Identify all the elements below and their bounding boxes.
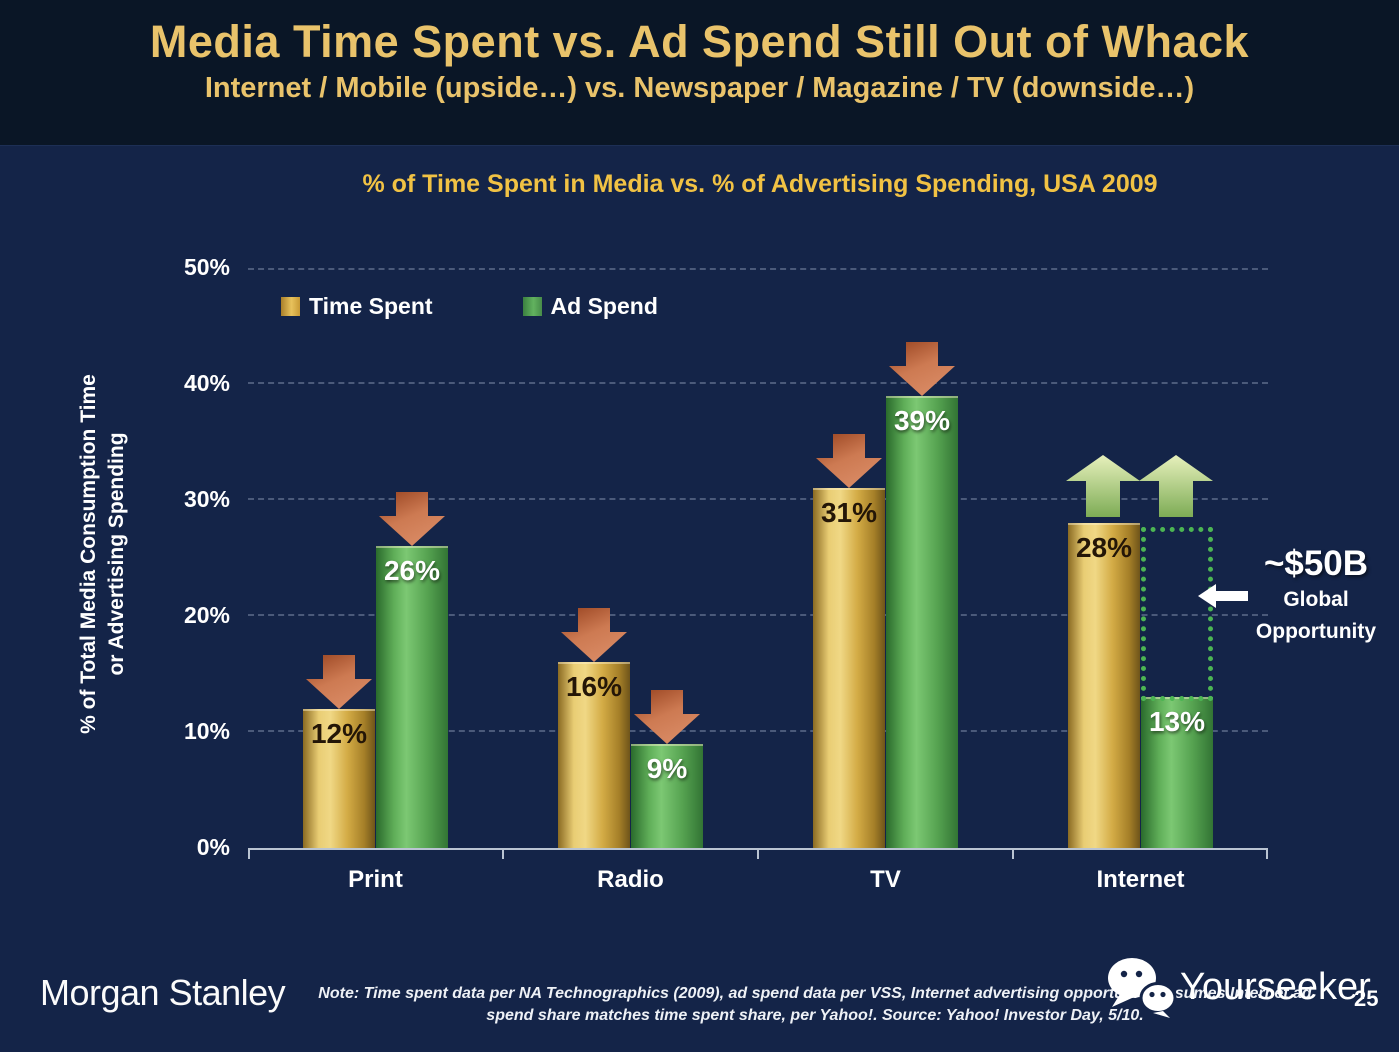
bar-value-label: 28% xyxy=(1075,532,1133,563)
bar-value-label: 31% xyxy=(820,497,878,528)
y-axis-title: % of Total Media Consumption Time or Adv… xyxy=(75,254,151,854)
left-arrow-icon xyxy=(1198,584,1248,608)
y-axis-title-line1: % of Total Media Consumption Time xyxy=(77,374,100,734)
bar-value-label: 16% xyxy=(565,671,623,702)
bar-internet-ad-spend: 13% xyxy=(1141,697,1213,848)
gridline-40 xyxy=(248,382,1268,384)
bar-print-ad-spend: 26% xyxy=(376,546,448,848)
plot-area: 12% 26% 16% 9% 31% 39% 28% 13% xyxy=(248,268,1268,859)
legend-label-ad-spend: Ad Spend xyxy=(550,293,658,319)
category-label-radio: Radio xyxy=(597,866,664,893)
up-arrow-icon xyxy=(1139,455,1213,517)
ad-spend-swatch-icon xyxy=(522,297,542,316)
chart-title: % of Time Spent in Media vs. % of Advert… xyxy=(362,170,1158,198)
y-axis-title-line2: or Advertising Spending xyxy=(105,432,129,676)
legend-label-time-spent: Time Spent xyxy=(309,293,433,319)
category-label-tv: TV xyxy=(870,866,901,893)
y-tick-50: 50% xyxy=(183,254,230,280)
opportunity-annotation: ~$50B Global Opportunity xyxy=(1240,544,1392,647)
slide-subtitle: Internet / Mobile (upside…) vs. Newspape… xyxy=(204,72,1195,104)
slide-title: Media Time Spent vs. Ad Spend Still Out … xyxy=(149,16,1250,67)
gridline-50 xyxy=(248,268,1268,270)
chart-legend: Time Spent Ad Spend xyxy=(281,293,748,320)
source-note: Note: Time spent data per NA Technograph… xyxy=(300,983,1330,1026)
gridline-20 xyxy=(248,614,1268,616)
down-arrow-icon xyxy=(379,492,445,546)
slide-header: Media Time Spent vs. Ad Spend Still Out … xyxy=(0,0,1399,146)
opportunity-label-line1: Global xyxy=(1283,588,1349,611)
x-axis-tick xyxy=(502,850,504,859)
wechat-icon xyxy=(1108,958,1177,1018)
opportunity-box xyxy=(1141,527,1213,701)
bar-value-label: 12% xyxy=(310,718,368,749)
bar-print-time-spent: 12% xyxy=(303,709,375,848)
bar-value-label: 13% xyxy=(1148,706,1206,737)
category-label-internet: Internet xyxy=(1096,866,1185,893)
opportunity-label-line2: Opportunity xyxy=(1255,619,1377,643)
category-label-print: Print xyxy=(348,866,403,893)
x-axis-tick xyxy=(757,850,759,859)
down-arrow-icon xyxy=(889,342,955,396)
morgan-stanley-logo: Morgan Stanley xyxy=(40,972,286,1013)
x-axis-tick xyxy=(1012,850,1014,859)
y-tick-40: 40% xyxy=(183,370,230,396)
down-arrow-icon xyxy=(306,655,372,709)
legend-item-time-spent: Time Spent xyxy=(281,293,433,320)
bar-radio-ad-spend: 9% xyxy=(631,744,703,848)
y-tick-10: 10% xyxy=(183,718,230,744)
x-axis-tick xyxy=(1266,850,1268,859)
watermark: Yourseeker xyxy=(1106,956,1371,1018)
bar-value-label: 9% xyxy=(646,753,688,784)
y-tick-30: 30% xyxy=(183,486,230,512)
bar-value-label: 26% xyxy=(383,555,441,586)
down-arrow-icon xyxy=(816,434,882,488)
bar-tv-ad-spend: 39% xyxy=(886,396,958,848)
legend-item-ad-spend: Ad Spend xyxy=(522,293,658,320)
x-axis-tick xyxy=(248,850,250,859)
page-number: 25 xyxy=(1354,986,1379,1011)
watermark-text: Yourseeker xyxy=(1180,965,1371,1008)
time-spent-swatch-icon xyxy=(281,297,300,316)
opportunity-value: ~$50B xyxy=(1263,544,1369,583)
y-tick-0: 0% xyxy=(196,834,230,860)
bar-internet-time-spent: 28% xyxy=(1068,523,1140,848)
down-arrow-icon xyxy=(634,690,700,744)
down-arrow-icon xyxy=(561,608,627,662)
bar-tv-time-spent: 31% xyxy=(813,488,885,848)
gridline-10 xyxy=(248,730,1268,732)
bar-value-label: 39% xyxy=(893,405,951,436)
source-note-line1: Note: Time spent data per NA Technograph… xyxy=(318,985,1312,1002)
bar-radio-time-spent: 16% xyxy=(558,662,630,848)
gridline-30 xyxy=(248,498,1268,500)
up-arrow-icon xyxy=(1066,455,1140,517)
source-note-line2: spend share matches time spent share, pe… xyxy=(486,1006,1144,1024)
y-tick-20: 20% xyxy=(183,602,230,628)
